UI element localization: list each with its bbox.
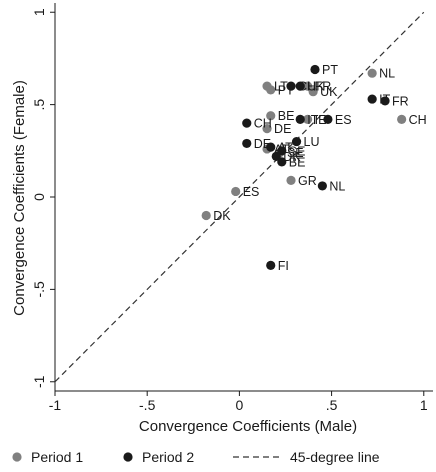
point-period2-it	[367, 94, 377, 104]
y-tick-label: .5	[31, 99, 47, 111]
axes: -1 -.5 0 .5 1 -1 -.5 0 .5 1	[31, 3, 433, 413]
point-label-period1-gr: GR	[298, 174, 317, 188]
point-period2-fr	[380, 96, 390, 106]
point-period2-uk	[295, 81, 305, 91]
point-label-period2-lu: LU	[304, 135, 320, 149]
point-period2-fi	[266, 260, 276, 270]
point-label-period1-se: SE	[287, 146, 304, 160]
y-axis-title: Convergence Coefficients (Female)	[11, 80, 28, 316]
legend-label: Period 2	[142, 449, 194, 465]
point-label-period2-nl: NL	[329, 179, 345, 193]
point-period2-pt	[310, 64, 320, 75]
point-label-period2-pt: PT	[322, 63, 338, 77]
x-tick-label: .5	[326, 397, 338, 413]
y-tick-label: 1	[31, 8, 47, 16]
point-period2-nl	[317, 181, 327, 191]
y-tick-label: 0	[31, 193, 47, 201]
point-label-period2-uk: UK	[307, 80, 325, 94]
x-axis-title: Convergence Coefficients (Male)	[139, 418, 357, 435]
point-period1-pt	[266, 85, 276, 95]
point-period1-es	[231, 186, 241, 197]
point-period1-be	[266, 111, 276, 121]
point-label-period1-nl: NL	[379, 67, 395, 81]
point-label-period2-se: SE	[289, 144, 306, 158]
point-label-period2-be: BE	[289, 155, 306, 169]
x-tick-label: -1	[49, 397, 62, 413]
point-period1-gr	[286, 175, 296, 185]
data-points	[201, 64, 407, 270]
legend-marker-period-1	[12, 452, 22, 462]
y-tick-label: -.5	[31, 281, 47, 298]
point-label-period1-pt: PT	[278, 83, 294, 97]
point-period2-lu	[291, 136, 302, 147]
point-label-period2-at: AT	[278, 141, 293, 155]
plot-background	[55, 3, 433, 391]
point-label-period1-es: ES	[243, 185, 260, 199]
point-label-period1-at: AT	[274, 142, 289, 156]
reference-line-group	[54, 11, 425, 383]
point-period2-ch	[286, 81, 296, 91]
point-label-period1-de: DE	[274, 122, 291, 136]
legend-label: Period 1	[31, 449, 83, 465]
point-label-period2-ch: CH	[298, 80, 316, 94]
point-period1-ie	[303, 114, 313, 124]
point-period1-dk	[201, 210, 211, 221]
point-label-period2-dk: DK	[283, 150, 301, 164]
x-tick-label: 1	[420, 397, 428, 413]
point-label-period1-ie: IE	[315, 113, 327, 127]
reference-line	[54, 11, 425, 383]
point-period2-es	[323, 114, 333, 124]
legend-label: 45-degree line	[290, 449, 380, 465]
legend: Period 1 Period 2 45-degree line	[12, 449, 380, 465]
y-tick-label: -1	[31, 375, 47, 388]
point-label-period2-es: ES	[335, 113, 352, 127]
point-period2-at	[266, 142, 276, 152]
point-period2-de	[242, 138, 252, 149]
point-period1-uk	[308, 87, 318, 97]
point-label-period2-fi: FI	[278, 259, 289, 273]
point-period2-be	[277, 157, 287, 167]
point-period2-it	[295, 114, 305, 124]
point-period1-de	[262, 124, 272, 134]
point-period2-ch	[242, 118, 252, 128]
point-label-period1-uk: UK	[320, 85, 338, 99]
x-tick-label: -.5	[139, 397, 156, 413]
point-label-period1-lt: LT	[274, 80, 288, 94]
point-label-period1-be: BE	[278, 109, 295, 123]
point-label-period2-it: IT	[307, 113, 318, 127]
point-period1-ch	[397, 114, 407, 124]
point-label-period1-fr: FR	[315, 80, 332, 94]
point-label-period1-dk: DK	[213, 209, 231, 223]
x-tick-label: 0	[235, 397, 243, 413]
point-label-period1-ch: CH	[409, 113, 427, 127]
legend-marker-period-2	[123, 452, 133, 462]
point-label-period2-ch: CH	[254, 117, 272, 131]
point-label-period2-de: DE	[254, 137, 271, 151]
point-label-period2-fr: FR	[392, 94, 409, 108]
point-label-period2-it: IT	[379, 93, 390, 107]
point-period1-nl	[367, 68, 377, 78]
